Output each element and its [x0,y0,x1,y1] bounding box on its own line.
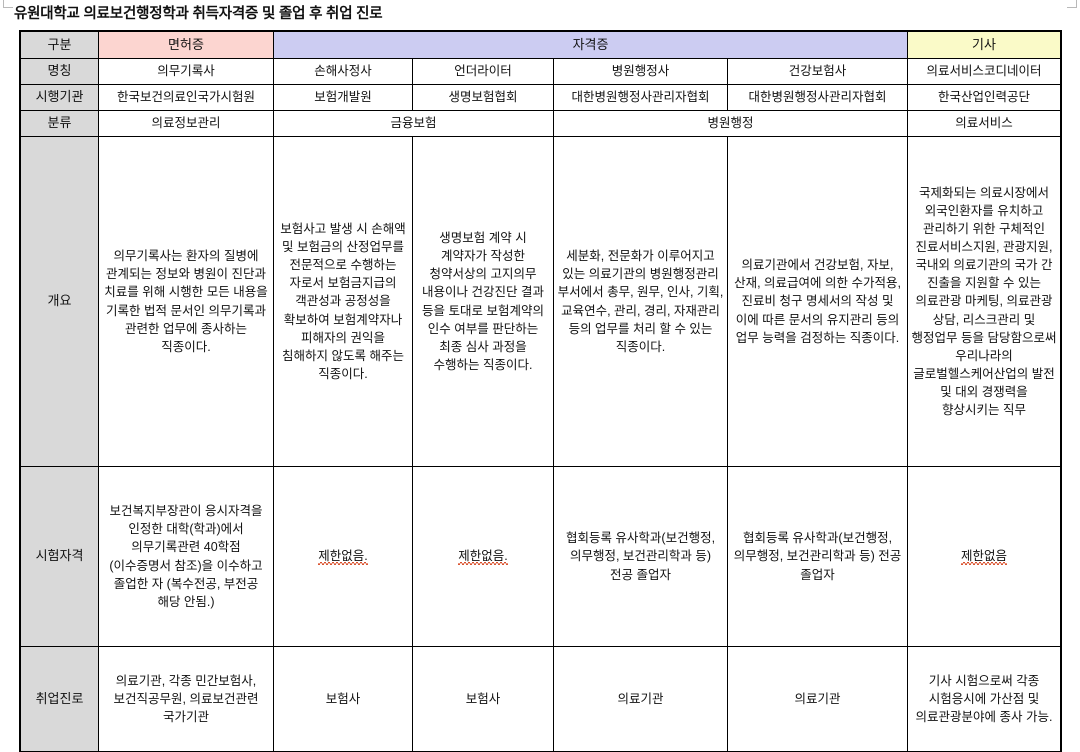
organization-underwriter: 생명보험협회 [412,84,554,111]
table-row-eligibility: 시험자격 보건복지부장관이 응시자격을 인정한 대학(학과)에서 의무기록관련 … [20,466,1062,647]
row-label-eligibility: 시험자격 [20,466,99,647]
eligibility-underwriter-text: 제한없음. [458,549,508,564]
eligibility-medical-record: 보건복지부장관이 응시자격을 인정한 대학(학과)에서 의무기록관련 40학점(… [98,466,274,647]
organization-medical-record: 한국보건의료인국가시험원 [98,84,274,111]
career-health-insurance: 의료기관 [726,646,909,752]
page-title: 유원대학교 의료보건행정학과 취득자격증 및 졸업 후 취업 진로 [14,6,383,22]
table-row-career: 취업진로 의료기관, 각종 민간보험사, 보건직공무원, 의료보건관련 국가기관… [20,646,1062,752]
overview-loss-adjuster: 보험사고 발생 시 손해액 및 보험금의 산정업무를 전문적으로 수행하는 자로… [273,136,413,467]
classification-medical-info: 의료정보관리 [98,110,274,137]
row-label-category: 구분 [20,31,99,59]
career-hospital-admin: 의료기관 [553,646,728,752]
eligibility-service-coordinator: 제한없음 [907,466,1062,647]
name-health-insurance: 건강보험사 [726,58,909,85]
qualification-table: 구분 면허증 자격증 기사 명칭 의무기록사 손해사정사 언더라이터 병원행정사… [18,30,1063,752]
career-medical-record: 의료기관, 각종 민간보험사, 보건직공무원, 의료보건관련 국가기관 [98,646,274,752]
table-row-category: 구분 면허증 자격증 기사 [20,31,1062,59]
row-label-name: 명칭 [20,58,99,85]
eligibility-underwriter: 제한없음. [412,466,554,647]
career-underwriter: 보험사 [412,646,554,752]
name-loss-adjuster: 손해사정사 [273,58,413,85]
name-hospital-admin: 병원행정사 [553,58,728,85]
table-row-name: 명칭 의무기록사 손해사정사 언더라이터 병원행정사 건강보험사 의료서비스코디… [20,58,1062,85]
page-corner-mark-left [3,0,13,8]
organization-health-insurance: 대한병원행정사관리자협회 [726,84,909,111]
eligibility-hospital-admin: 협회등록 유사학과(보건행정, 의무행정, 보건관리학과 등) 전공 졸업자 [553,466,728,647]
page-corner-mark-right [1067,0,1077,8]
overview-underwriter: 생명보험 계약 시 계약자가 작성한 청약서상의 고지의무 내용이나 건강진단 … [412,136,554,467]
table-row-organization: 시행기관 한국보건의료인국가시험원 보험개발원 생명보험협회 대한병원행정사관리… [20,84,1062,111]
table-row-overview: 개요 의무기록사는 환자의 질병에 관계되는 정보와 병원이 진단과 치료를 위… [20,136,1062,467]
career-loss-adjuster: 보험사 [273,646,413,752]
category-group-certificate: 자격증 [272,31,909,59]
overview-hospital-admin: 세분화, 전문화가 이루어지고 있는 의료기관의 병원행정관리 부서에서 총무,… [553,136,728,467]
row-label-overview: 개요 [20,136,99,467]
qualification-table-container: 구분 면허증 자격증 기사 명칭 의무기록사 손해사정사 언더라이터 병원행정사… [18,30,1063,752]
eligibility-loss-adjuster: 제한없음. [273,466,413,647]
eligibility-loss-adjuster-text: 제한없음. [318,549,368,564]
organization-service-coordinator: 한국산업인력공단 [907,84,1062,111]
classification-hospital-admin: 병원행정 [552,110,909,137]
career-service-coordinator: 기사 시험으로써 각종 시험응시에 가산점 및 의료관광분야에 종사 가능. [907,646,1062,752]
row-label-organization: 시행기관 [20,84,99,111]
eligibility-health-insurance: 협회등록 유사학과(보건행정, 의무행정, 보건관리학과 등) 전공 졸업자 [726,466,909,647]
table-row-classification: 분류 의료정보관리 금융보험 병원행정 의료서비스 [20,110,1062,137]
organization-hospital-admin: 대한병원행정사관리자협회 [553,84,728,111]
row-label-classification: 분류 [20,110,99,137]
eligibility-service-coordinator-text: 제한없음 [961,549,1008,564]
row-label-career: 취업진로 [20,646,99,752]
overview-service-coordinator: 국제화되는 의료시장에서 외국인환자를 유치하고 관리하기 위한 구체적인 진료… [907,136,1062,467]
category-group-engineer: 기사 [907,31,1062,59]
organization-loss-adjuster: 보험개발원 [273,84,413,111]
name-service-coordinator: 의료서비스코디네이터 [907,58,1062,85]
name-medical-record: 의무기록사 [98,58,274,85]
category-group-license: 면허증 [98,31,274,59]
classification-finance-insurance: 금융보험 [273,110,554,137]
classification-medical-service: 의료서비스 [907,110,1062,137]
name-underwriter: 언더라이터 [412,58,554,85]
overview-medical-record: 의무기록사는 환자의 질병에 관계되는 정보와 병원이 진단과 치료를 위해 시… [98,136,274,467]
overview-health-insurance: 의료기관에서 건강보험, 자보, 산재, 의료급여에 의한 수가적용, 진료비 … [726,136,909,467]
